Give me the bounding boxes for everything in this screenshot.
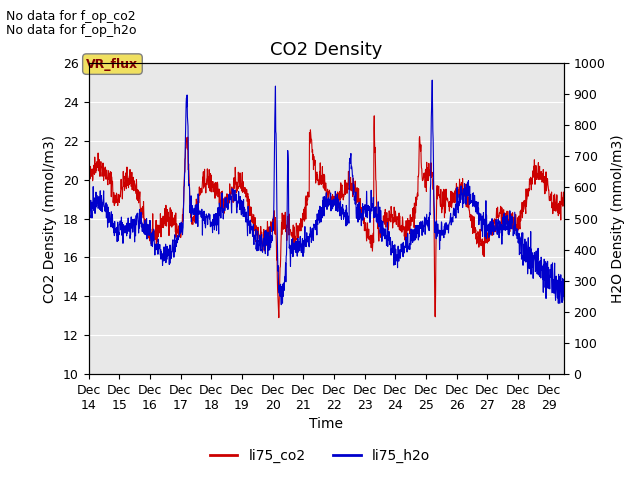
Title: CO2 Density: CO2 Density: [270, 41, 383, 59]
Y-axis label: H2O Density (mmol/m3): H2O Density (mmol/m3): [611, 134, 625, 303]
li75_co2: [371, 113, 378, 119]
li75_h2o: [307, 224, 314, 230]
Line: li75_co2: li75_co2: [88, 116, 579, 318]
Text: VR_flux: VR_flux: [86, 58, 138, 71]
Line: li75_h2o: li75_h2o: [88, 80, 579, 324]
li75_co2: [424, 165, 431, 171]
Text: No data for f_op_co2: No data for f_op_co2: [6, 10, 136, 23]
li75_h2o: [173, 244, 180, 250]
li75_co2: [307, 132, 315, 137]
li75_h2o: [575, 313, 583, 319]
li75_co2: [336, 189, 344, 194]
li75_co2: [545, 184, 552, 190]
li75_h2o: [423, 211, 431, 217]
li75_h2o: [336, 202, 344, 208]
li75_h2o: [544, 283, 552, 289]
Text: No data for f_op_h2o: No data for f_op_h2o: [6, 24, 137, 37]
Legend: li75_co2, li75_h2o: li75_co2, li75_h2o: [204, 443, 436, 468]
li75_co2: [275, 315, 283, 321]
li75_co2: [94, 165, 102, 170]
Y-axis label: CO2 Density (mmol/m3): CO2 Density (mmol/m3): [44, 134, 58, 302]
li75_h2o: [84, 213, 92, 219]
li75_co2: [84, 176, 92, 182]
li75_co2: [173, 225, 180, 230]
X-axis label: Time: Time: [309, 418, 343, 432]
li75_h2o: [573, 321, 580, 326]
li75_h2o: [428, 77, 436, 83]
li75_co2: [575, 212, 583, 218]
li75_h2o: [94, 197, 102, 203]
